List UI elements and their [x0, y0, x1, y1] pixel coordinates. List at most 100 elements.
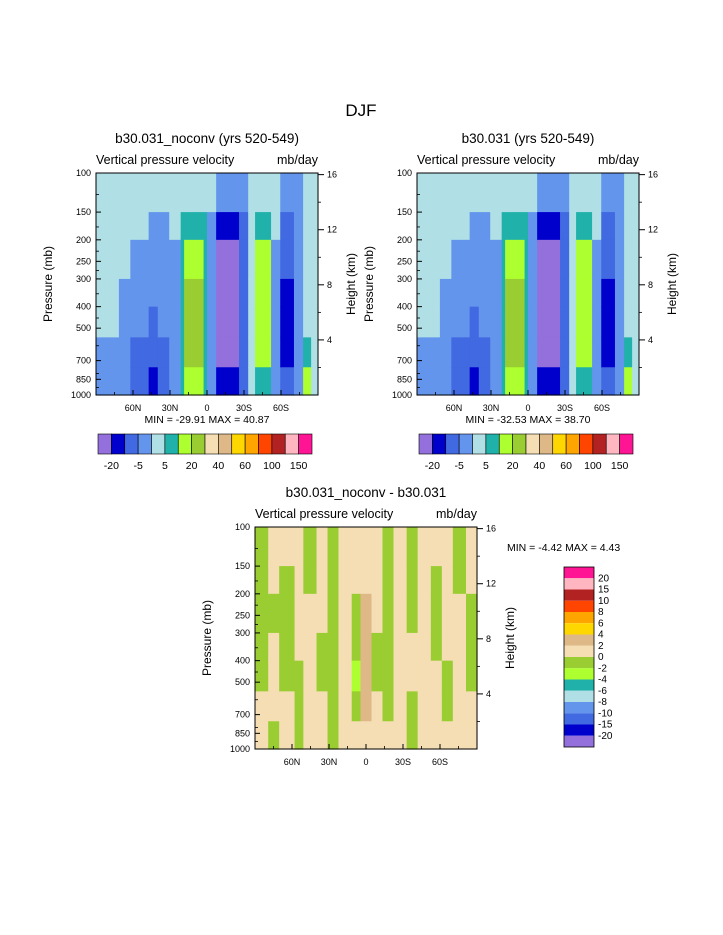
field-cell: [271, 337, 281, 368]
colorbar-label: 0: [598, 652, 604, 663]
y2-tick-label: 4: [327, 335, 332, 345]
field-cell: [294, 660, 304, 692]
field-cell: [601, 278, 616, 308]
field-cell: [157, 337, 170, 368]
field-cell: [96, 173, 120, 213]
field-cell: [505, 306, 526, 338]
colorbar-swatch: [564, 578, 594, 590]
field-cell: [632, 239, 640, 280]
field-cell: [279, 721, 296, 750]
field-cell: [303, 367, 312, 396]
colorbar-label: 5: [483, 460, 489, 472]
x-tick-label: 60N: [284, 757, 301, 767]
colorbar-label: 15: [598, 585, 610, 596]
field-cell: [537, 173, 561, 213]
field-cell: [293, 306, 304, 338]
field-cell: [417, 527, 432, 567]
field-cell: [601, 212, 616, 241]
figure-title: DJF: [345, 101, 376, 120]
colorbar-swatch: [564, 735, 594, 747]
field-cell: [169, 173, 182, 213]
y-tick-label: 150: [235, 561, 250, 571]
field-cell: [207, 367, 217, 396]
field-cell: [360, 660, 373, 692]
colorbar-swatch: [564, 634, 594, 646]
field-cell: [569, 173, 577, 213]
field-cell: [327, 691, 340, 722]
y-tick-label: 200: [235, 589, 250, 599]
y2-axis-label: Height (km): [503, 607, 517, 669]
field-cell: [452, 691, 467, 722]
field-cell: [280, 212, 295, 241]
field-cell: [279, 691, 296, 722]
field-cell: [180, 212, 185, 241]
field-cell: [169, 212, 182, 241]
field-cell: [592, 239, 602, 280]
field-cell: [478, 212, 491, 241]
colorbar-swatch: [472, 433, 487, 455]
field-cell: [351, 527, 362, 567]
field-cell: [439, 306, 452, 338]
field-cell: [207, 337, 217, 368]
field-cell: [157, 239, 170, 280]
field-cell: [466, 660, 478, 692]
colorbar: -20 -5 5 20 40 60 100 150: [97, 433, 313, 472]
colorbar-label: 150: [611, 460, 629, 472]
field-cell: [351, 691, 362, 722]
x-tick-label: 60S: [273, 403, 289, 413]
field-cell: [524, 367, 529, 396]
field-cell: [371, 691, 384, 722]
field-cell: [406, 721, 419, 750]
field-cell: [430, 527, 443, 567]
field-cell: [501, 337, 506, 368]
y2-tick-label: 12: [327, 225, 337, 235]
field-cell: [537, 212, 561, 241]
colorbar-label: 4: [598, 630, 604, 641]
field-cell: [293, 278, 304, 308]
y2-tick-label: 12: [648, 225, 658, 235]
field-cell: [294, 632, 304, 662]
field-cell: [560, 212, 570, 241]
field-cell: [478, 278, 491, 308]
field-cell: [501, 306, 506, 338]
field-cell: [632, 367, 640, 396]
field-cell: [576, 337, 593, 368]
field-cell: [338, 632, 353, 662]
field-cell: [490, 306, 503, 338]
panel-noconv: b30.031_noconv (yrs 520-549) Vertical pre…: [41, 131, 358, 472]
field-cell: [148, 173, 159, 213]
field-cell: [417, 632, 432, 662]
field-cell: [569, 212, 577, 241]
field-cell: [592, 367, 602, 396]
field-cell: [118, 173, 131, 213]
field-cell: [360, 691, 373, 722]
field-cell: [327, 660, 340, 692]
field-cell: [576, 306, 593, 338]
field-cell: [371, 721, 384, 750]
field-cell: [441, 593, 454, 634]
field-cell: [451, 306, 471, 338]
colorbar-swatch: [498, 433, 513, 455]
field-cell: [239, 212, 249, 241]
field-cell: [293, 212, 304, 241]
field-cell: [184, 367, 205, 396]
field-cell: [255, 691, 269, 722]
field-cell: [280, 239, 295, 280]
field-cell: [614, 367, 625, 396]
colorbar-label: 20: [186, 460, 198, 472]
field-cell: [280, 337, 295, 368]
field-cell: [311, 306, 319, 338]
x-tick-label: 30S: [557, 403, 573, 413]
colorbar-swatch: [432, 433, 447, 455]
field-cell: [203, 278, 208, 308]
field-cell: [148, 239, 159, 280]
y-axis-label: Pressure (mb): [362, 246, 376, 322]
field-cell: [524, 173, 529, 213]
y-tick-label: 850: [397, 374, 412, 384]
field-cell: [505, 239, 526, 280]
field-cell: [148, 212, 159, 241]
y-tick-label: 1000: [71, 390, 91, 400]
panel-units: mb/day: [436, 507, 478, 521]
field-cell: [118, 367, 131, 396]
